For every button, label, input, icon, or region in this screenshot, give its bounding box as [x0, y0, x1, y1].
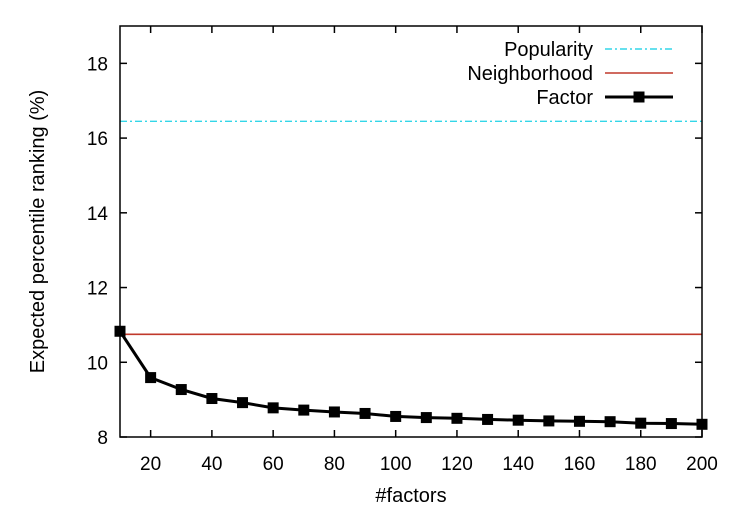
legend-label: Factor [536, 87, 593, 109]
x-tick-label: 60 [263, 454, 284, 475]
data-point [543, 415, 555, 427]
data-point [512, 414, 524, 426]
data-point [359, 407, 371, 419]
x-tick-label: 160 [564, 454, 596, 475]
y-tick-label: 12 [87, 279, 108, 300]
x-tick-label: 200 [686, 454, 718, 475]
x-tick-label: 120 [441, 454, 473, 475]
data-point [451, 412, 463, 424]
y-tick-label: 16 [87, 129, 108, 150]
x-tick-label: 40 [201, 454, 222, 475]
x-tick-label: 100 [380, 454, 412, 475]
data-point [145, 372, 157, 384]
legend-label: Neighborhood [467, 63, 593, 85]
data-point [665, 418, 677, 430]
plot-frame [119, 25, 703, 438]
data-point [175, 384, 187, 396]
x-tick-label: 80 [324, 454, 345, 475]
y-tick-label: 8 [97, 428, 108, 449]
x-tick-label: 180 [625, 454, 657, 475]
data-point [573, 415, 585, 427]
series-layer [114, 120, 708, 430]
data-point [420, 412, 432, 424]
data-point [328, 406, 340, 418]
series-line-factor [118, 330, 703, 426]
data-point [604, 416, 616, 428]
axis-ticks [120, 26, 703, 438]
x-tick-label: 140 [502, 454, 534, 475]
y-tick-label: 18 [87, 54, 108, 75]
data-point [206, 393, 218, 405]
x-tick-label: 20 [140, 454, 161, 475]
data-point [390, 410, 402, 422]
data-point [298, 404, 310, 416]
data-point [237, 397, 249, 409]
legend-marker [633, 91, 645, 103]
x-axis-title: #factors [375, 485, 446, 507]
legend-label: Popularity [504, 39, 593, 61]
tick-labels: 8 10 12 14 16 18 20 40 60 80 100 120 140 160 180 200 [87, 54, 718, 475]
y-tick-label: 14 [87, 204, 109, 225]
data-point [482, 413, 494, 425]
y-axis-title: Expected percentile ranking (%) [27, 90, 49, 373]
y-tick-label: 10 [87, 353, 108, 374]
data-point [635, 417, 647, 429]
data-point [267, 402, 279, 414]
